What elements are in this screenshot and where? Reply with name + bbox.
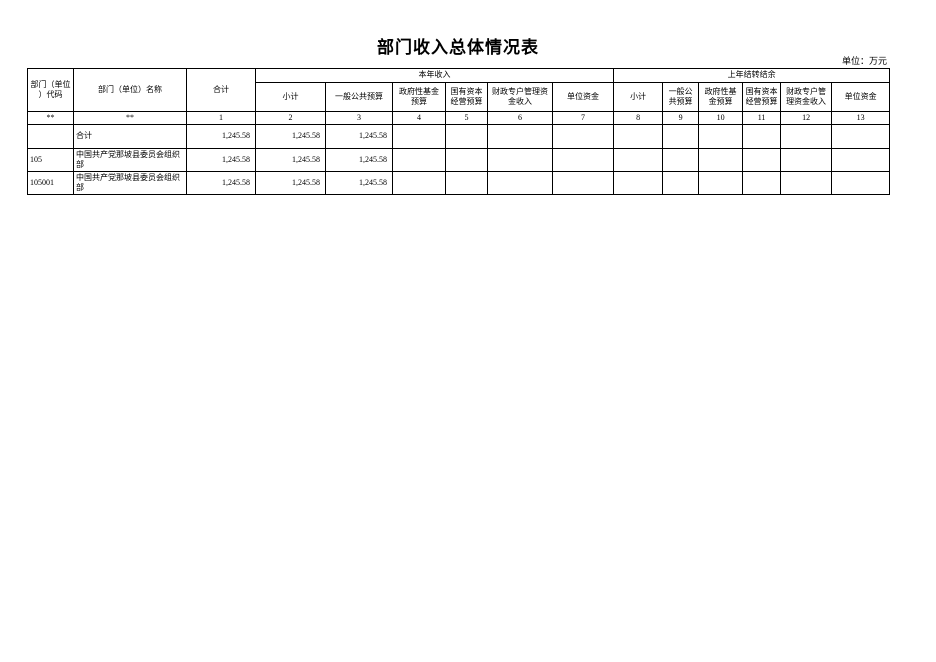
header-current-fiscal-account-income: 财政专户管理资 金收入 [487, 82, 553, 112]
header-row-subcolumns: 小计 一般公共预算 政府性基金 预算 国有资本 经营预算 财政专户管理资 金收入… [28, 82, 891, 112]
unit-label: 单位：万元 [841, 56, 887, 66]
table-row: 合计 1,245.58 1,245.58 1,245.58 [27, 124, 891, 149]
value-cell [742, 171, 782, 195]
header-carryover-subtotal: 小计 [613, 82, 664, 112]
header-current-general-public-budget: 一般公共预算 [325, 82, 393, 112]
value-cell [487, 171, 553, 195]
value-cell: 1,245.58 [186, 124, 256, 149]
value-cell [662, 124, 700, 149]
column-index-cell: 4 [392, 111, 446, 125]
dept-name-cell: 合计 [73, 124, 187, 149]
header-carryover-unit-funds: 单位资金 [831, 82, 891, 112]
column-index-cell: 12 [780, 111, 833, 125]
dept-code-cell: 105001 [27, 171, 74, 195]
value-cell: 1,245.58 [325, 148, 393, 172]
value-cell [698, 124, 744, 149]
value-cell: 1,245.58 [325, 171, 393, 195]
column-index-cell: 1 [186, 111, 256, 125]
column-index-cell: 2 [255, 111, 326, 125]
column-index-cell: 3 [325, 111, 393, 125]
value-cell: 1,245.58 [186, 148, 256, 172]
value-cell [445, 171, 488, 195]
page-title: 部门收入总体情况表 [377, 38, 539, 57]
dept-code-cell [27, 124, 74, 149]
value-cell [445, 148, 488, 172]
column-index-cell: 7 [551, 111, 615, 125]
dept-name-cell: 中国共产党那坡县委员会组织部 [73, 171, 187, 195]
value-cell: 1,245.58 [255, 171, 326, 195]
table-row: 105 中国共产党那坡县委员会组织部 1,245.58 1,245.58 1,2… [27, 148, 891, 172]
value-cell [698, 148, 744, 172]
header-carryover-state-capital-budget: 国有资本 经营预算 [742, 82, 782, 112]
value-cell [551, 124, 615, 149]
header-current-state-capital-budget: 国有资本 经营预算 [445, 82, 488, 112]
value-cell [392, 124, 446, 149]
value-cell [831, 148, 891, 172]
value-cell [392, 148, 446, 172]
column-index-cell: 8 [613, 111, 664, 125]
value-cell: 1,245.58 [255, 124, 326, 149]
column-index-cell: 5 [445, 111, 488, 125]
column-index-cell: 9 [662, 111, 700, 125]
value-cell [780, 148, 833, 172]
value-cell [445, 124, 488, 149]
header-row-column-indexes: ** ** 1 2 3 4 5 6 7 8 9 10 11 12 13 [27, 111, 891, 125]
value-cell [613, 124, 664, 149]
column-index-cell: 6 [487, 111, 553, 125]
value-cell [780, 124, 833, 149]
header-current-subtotal: 小计 [255, 82, 326, 112]
header-group-current-year-income: 本年收入 [254, 68, 615, 83]
value-cell: 1,245.58 [186, 171, 256, 195]
value-cell: 1,245.58 [325, 124, 393, 149]
value-cell [780, 171, 833, 195]
column-index-cell: ** [27, 111, 74, 125]
value-cell [487, 124, 553, 149]
column-index-cell: 10 [698, 111, 744, 125]
table-row: 105001 中国共产党那坡县委员会组织部 1,245.58 1,245.58 … [27, 171, 891, 195]
value-cell [613, 171, 664, 195]
value-cell [662, 148, 700, 172]
header-total: 合计 [186, 68, 256, 112]
value-cell [831, 171, 891, 195]
header-row-groups: 部门（单位 ）代码 部门（单位）名称 合计 本年收入 上年结转结余 [27, 68, 891, 112]
column-index-cell: ** [73, 111, 187, 125]
value-cell [831, 124, 891, 149]
value-cell [392, 171, 446, 195]
value-cell [551, 171, 615, 195]
header-dept-name: 部门（单位）名称 [73, 68, 187, 112]
header-current-govt-fund-budget: 政府性基金 预算 [392, 82, 446, 112]
header-dept-code: 部门（单位 ）代码 [27, 68, 74, 112]
dept-name-cell: 中国共产党那坡县委员会组织部 [73, 148, 187, 172]
value-cell [551, 148, 615, 172]
value-cell [613, 148, 664, 172]
value-cell [662, 171, 700, 195]
value-cell [742, 124, 782, 149]
value-cell [698, 171, 744, 195]
column-index-cell: 11 [742, 111, 782, 125]
value-cell: 1,245.58 [255, 148, 326, 172]
value-cell [487, 148, 553, 172]
header-current-unit-funds: 单位资金 [551, 82, 615, 112]
header-carryover-govt-fund-budget: 政府性基 金预算 [698, 82, 744, 112]
header-group-prior-year-carryover: 上年结转结余 [613, 68, 891, 83]
header-carryover-general-public-budget: 一般公 共预算 [662, 82, 700, 112]
column-index-cell: 13 [831, 111, 891, 125]
dept-code-cell: 105 [27, 148, 74, 172]
value-cell [742, 148, 782, 172]
header-carryover-fiscal-account-income: 财政专户管 理资金收入 [780, 82, 833, 112]
income-table: 部门（单位 ）代码 部门（单位）名称 合计 本年收入 上年结转结余 小计 一般公… [27, 68, 891, 195]
